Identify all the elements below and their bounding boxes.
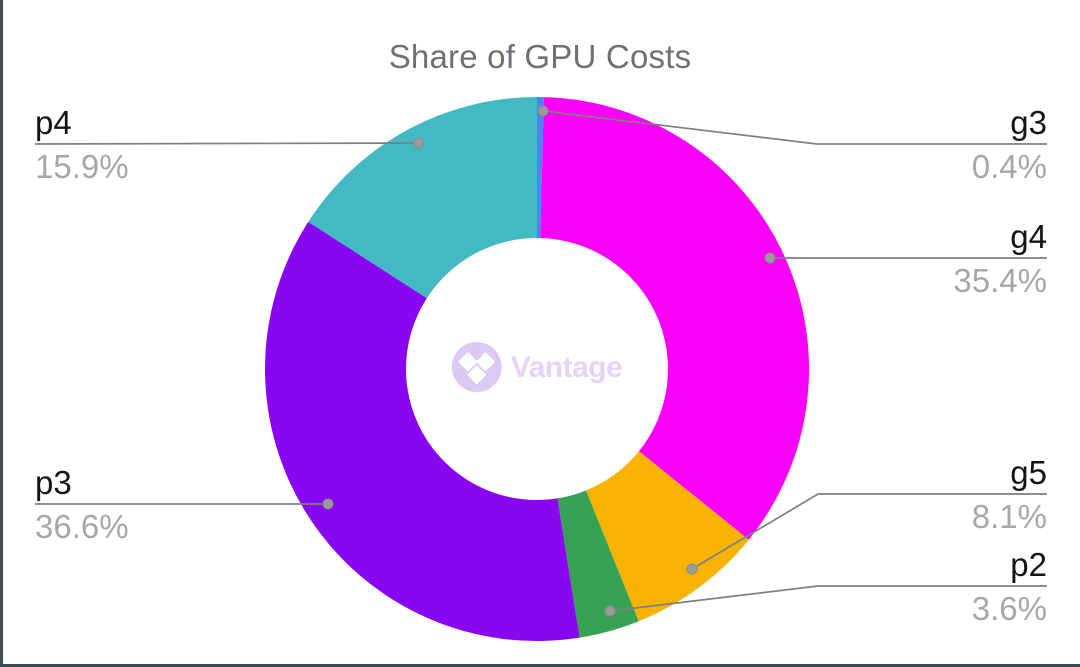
callout-line-p4 [34, 142, 420, 145]
callout-line-p2 [609, 585, 1047, 612]
callout-line-g3 [542, 110, 1047, 145]
slice-percent-p4: 15.9% [35, 148, 129, 185]
slice-percent-g5: 8.1% [971, 498, 1047, 535]
slice-percent-p3: 36.6% [35, 508, 129, 545]
vantage-watermark[interactable]: Vantage [451, 342, 623, 392]
slice-g5[interactable] [585, 451, 749, 622]
slice-name-p2: p2 [1010, 546, 1047, 584]
callout-dot-g5 [686, 563, 698, 575]
slice-name-p3: p3 [35, 464, 72, 502]
slice-percent-g3: 0.4% [971, 148, 1047, 185]
slice-g4[interactable] [540, 97, 809, 540]
callout-dot-g3 [537, 105, 549, 117]
slice-p3[interactable] [264, 221, 580, 642]
slice-name-g5: g5 [1010, 454, 1047, 492]
callout-dot-p3 [322, 498, 334, 510]
callout-dot-p2 [604, 605, 616, 617]
callout-dot-p4 [413, 137, 425, 149]
callout-dot-g4 [764, 252, 776, 264]
slice-g3[interactable] [537, 97, 544, 239]
slice-p2[interactable] [557, 490, 639, 638]
slice-name-g4: g4 [1010, 218, 1047, 256]
vantage-diamonds-icon [451, 342, 502, 392]
slice-percent-g4: 35.4% [953, 262, 1047, 299]
slice-name-g3: g3 [1010, 104, 1047, 142]
vantage-logo-text: Vantage [510, 351, 623, 384]
left-frame-border [0, 0, 3, 667]
bottom-frame-border [0, 664, 1080, 667]
slice-name-p4: p4 [35, 104, 72, 142]
slice-percent-p2: 3.6% [971, 590, 1047, 627]
chart-title: Share of GPU Costs [388, 38, 692, 75]
slice-p4[interactable] [308, 97, 537, 299]
callout-line-g5 [691, 493, 1047, 570]
